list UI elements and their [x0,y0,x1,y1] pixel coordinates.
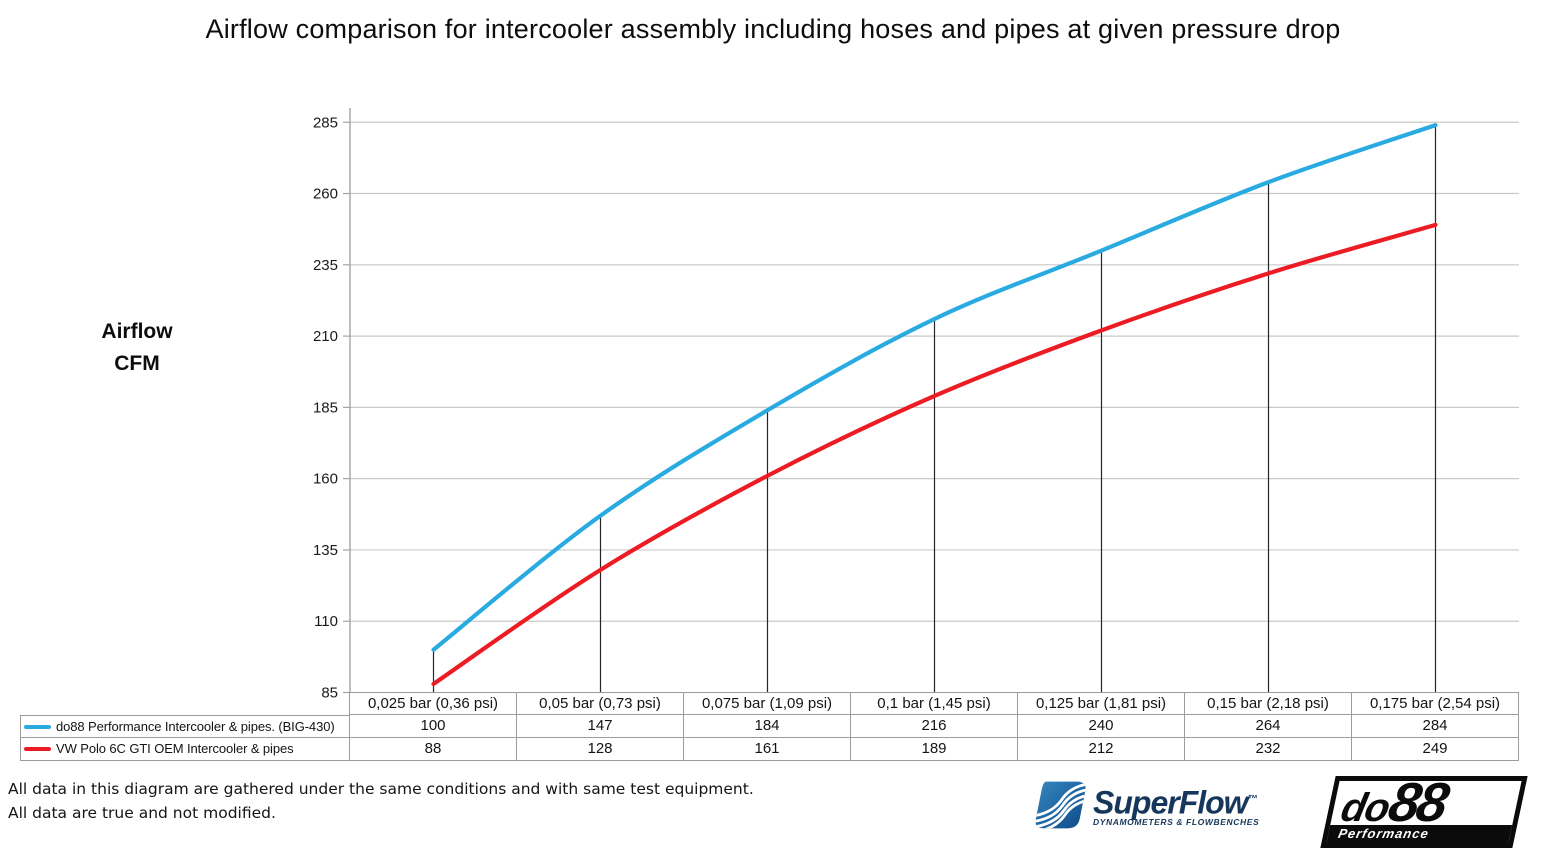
table-header-cell: 0,05 bar (0,73 psi) [517,692,684,715]
table-header-cell: 0,125 bar (1,81 psi) [1018,692,1185,715]
table-header-cell: 0,175 bar (2,54 psi) [1352,692,1519,715]
series-name-cell: do88 Performance Intercooler & pipes. (B… [20,715,350,738]
value-cell: 264 [1185,715,1352,738]
y-axis-title: Airflow CFM [62,316,212,380]
footer-note-line1: All data in this diagram are gathered un… [8,780,754,798]
do88-tagline: Performance [1336,826,1431,841]
superflow-name-text: SuperFlow [1093,784,1249,821]
series-line [431,222,1438,687]
superflow-logo: SuperFlow™ DYNAMOMETERS & FLOWBENCHES [1033,780,1261,830]
y-tick-label: 110 [314,613,338,630]
do88-wordmark-suffix: 88 [1383,771,1452,833]
series-line [431,123,1438,652]
value-cell: 189 [851,738,1018,761]
trademark-symbol: ™ [1247,794,1258,805]
table-header-cell: 0,15 bar (2,18 psi) [1185,692,1352,715]
y-axis-title-line1: Airflow [101,320,173,343]
value-cell: 249 [1352,738,1519,761]
value-cell: 128 [517,738,684,761]
drop-lines [432,125,1437,693]
value-cell: 212 [1018,738,1185,761]
value-cell: 88 [350,738,517,761]
value-cell: 184 [684,715,851,738]
y-tick-label: 235 [313,257,338,274]
value-cell: 216 [851,715,1018,738]
superflow-text: SuperFlow™ DYNAMOMETERS & FLOWBENCHES [1093,784,1261,827]
y-tick-label: 260 [313,186,338,203]
value-cell: 147 [517,715,684,738]
superflow-name: SuperFlow™ [1093,784,1261,819]
value-cell: 284 [1352,715,1519,738]
chart-title: Airflow comparison for intercooler assem… [205,14,1341,44]
y-tick-label: 285 [313,114,338,131]
y-tick-label: 185 [313,399,338,416]
y-gridlines [350,121,1519,622]
table-corner-blank [20,692,350,715]
y-tick-label: 135 [313,542,338,559]
do88-logo: do88 Performance [1320,771,1528,848]
superflow-tagline: DYNAMOMETERS & FLOWBENCHES [1093,816,1260,827]
series-name-label: VW Polo 6C GTI OEM Intercooler & pipes [56,741,294,756]
table-header-cell: 0,075 bar (1,09 psi) [684,692,851,715]
table-header-cell: 0,025 bar (0,36 psi) [350,692,517,715]
y-axis-title-line2: CFM [114,352,160,375]
table-header-cell: 0,1 bar (1,45 psi) [851,692,1018,715]
legend-line-swatch [24,747,51,751]
value-cell: 161 [684,738,851,761]
footer-note: All data in this diagram are gathered un… [8,778,754,825]
series-name-cell: VW Polo 6C GTI OEM Intercooler & pipes [20,738,350,761]
y-tick-label: 160 [313,471,338,488]
value-cell: 240 [1018,715,1185,738]
footer-note-line2: All data are true and not modified. [8,803,276,822]
value-cell: 232 [1185,738,1352,761]
y-axis-ticks [343,121,350,694]
y-tick-label: 210 [313,328,338,345]
superflow-icon [1035,781,1086,829]
legend-line-swatch [24,724,51,729]
series-name-label: do88 Performance Intercooler & pipes. (B… [56,718,335,734]
data-table: 0,025 bar (0,36 psi) 0,05 bar (0,73 psi) 0… [20,692,1519,761]
value-cell: 100 [350,715,517,738]
do88-tagline-bar: Performance [1326,825,1513,843]
